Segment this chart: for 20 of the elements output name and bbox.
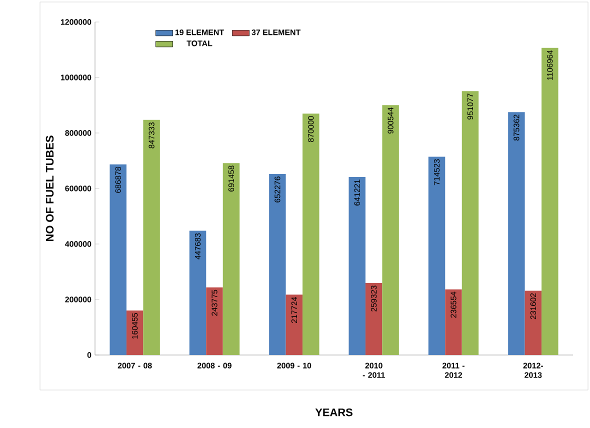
bar [269, 174, 286, 355]
bar [302, 114, 320, 355]
bar [126, 310, 144, 355]
y-axis-title: NO OF FUEL TUBES [46, 136, 54, 242]
bar [189, 230, 206, 355]
x-axis-title: YEARS [315, 408, 352, 416]
bar [542, 48, 558, 355]
bar [428, 156, 446, 355]
bar [445, 289, 462, 355]
bar [206, 287, 223, 355]
bar [348, 177, 366, 355]
bar [286, 294, 303, 355]
bar [462, 91, 479, 355]
bar [110, 164, 126, 355]
bar [222, 163, 240, 355]
bar [524, 290, 542, 355]
bar [508, 112, 525, 355]
bar [365, 283, 382, 355]
bar [382, 105, 399, 355]
bar [143, 120, 160, 355]
